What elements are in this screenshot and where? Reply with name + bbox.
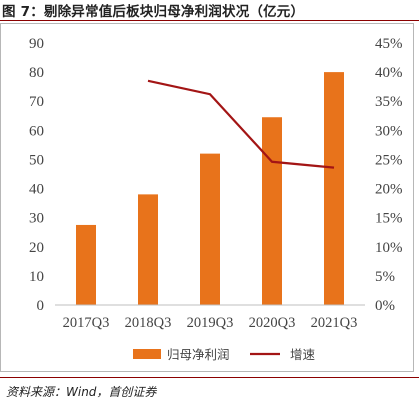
y-left-tick-label: 40 xyxy=(29,182,44,198)
y-left-tick-label: 20 xyxy=(29,240,44,256)
growth-line xyxy=(147,79,335,169)
x-tick-label: 2017Q3 xyxy=(63,315,110,331)
y-left-tick-label: 70 xyxy=(29,94,44,110)
x-tick-label: 2019Q3 xyxy=(187,315,234,331)
y-left-tick-label: 50 xyxy=(29,152,44,168)
y-left-tick-label: 90 xyxy=(29,36,44,52)
y-left-tick-label: 30 xyxy=(29,211,44,227)
bar xyxy=(76,224,96,305)
y-left-tick-label: 10 xyxy=(29,269,44,285)
y-left-tick-label: 80 xyxy=(29,65,44,81)
y-right-tick-label: 0% xyxy=(375,298,395,314)
x-tick-label: 2018Q3 xyxy=(125,315,172,331)
legend-label-line: 增速 xyxy=(290,347,316,362)
x-tick-label: 2021Q3 xyxy=(311,315,358,331)
y-right-tick-label: 5% xyxy=(375,269,395,285)
y-right-tick-label: 30% xyxy=(375,123,403,139)
figure-title: 图 7：剔除异常值后板块归母净利润状况（亿元） xyxy=(2,4,305,20)
source-note: 资料来源：Wind，首创证券 xyxy=(6,385,157,399)
y-left-tick-label: 60 xyxy=(29,123,44,139)
y-right-tick-label: 10% xyxy=(375,240,403,256)
y-right-tick-label: 45% xyxy=(375,36,403,52)
legend-label-bar: 归母净利润 xyxy=(167,347,230,362)
chart-frame xyxy=(0,23,414,372)
title-divider xyxy=(0,20,419,21)
y-left-tick-label: 0 xyxy=(37,298,45,314)
bar xyxy=(262,117,282,305)
source-divider xyxy=(0,377,419,378)
legend-swatch-bar xyxy=(133,349,161,359)
y-right-tick-label: 15% xyxy=(375,211,403,227)
bar xyxy=(138,194,158,305)
bar xyxy=(200,153,220,305)
y-right-tick-label: 40% xyxy=(375,65,403,81)
y-right-tick-label: 25% xyxy=(375,152,403,168)
chart: 0 10 20 30 40 50 60 70 80 90 0% 5% 10% 15% 20% 25% 30% 35… xyxy=(29,36,403,362)
y-right-tick-label: 35% xyxy=(375,94,403,110)
x-tick-label: 2020Q3 xyxy=(249,315,296,331)
bar xyxy=(324,72,344,305)
y-right-tick-label: 20% xyxy=(375,182,403,198)
